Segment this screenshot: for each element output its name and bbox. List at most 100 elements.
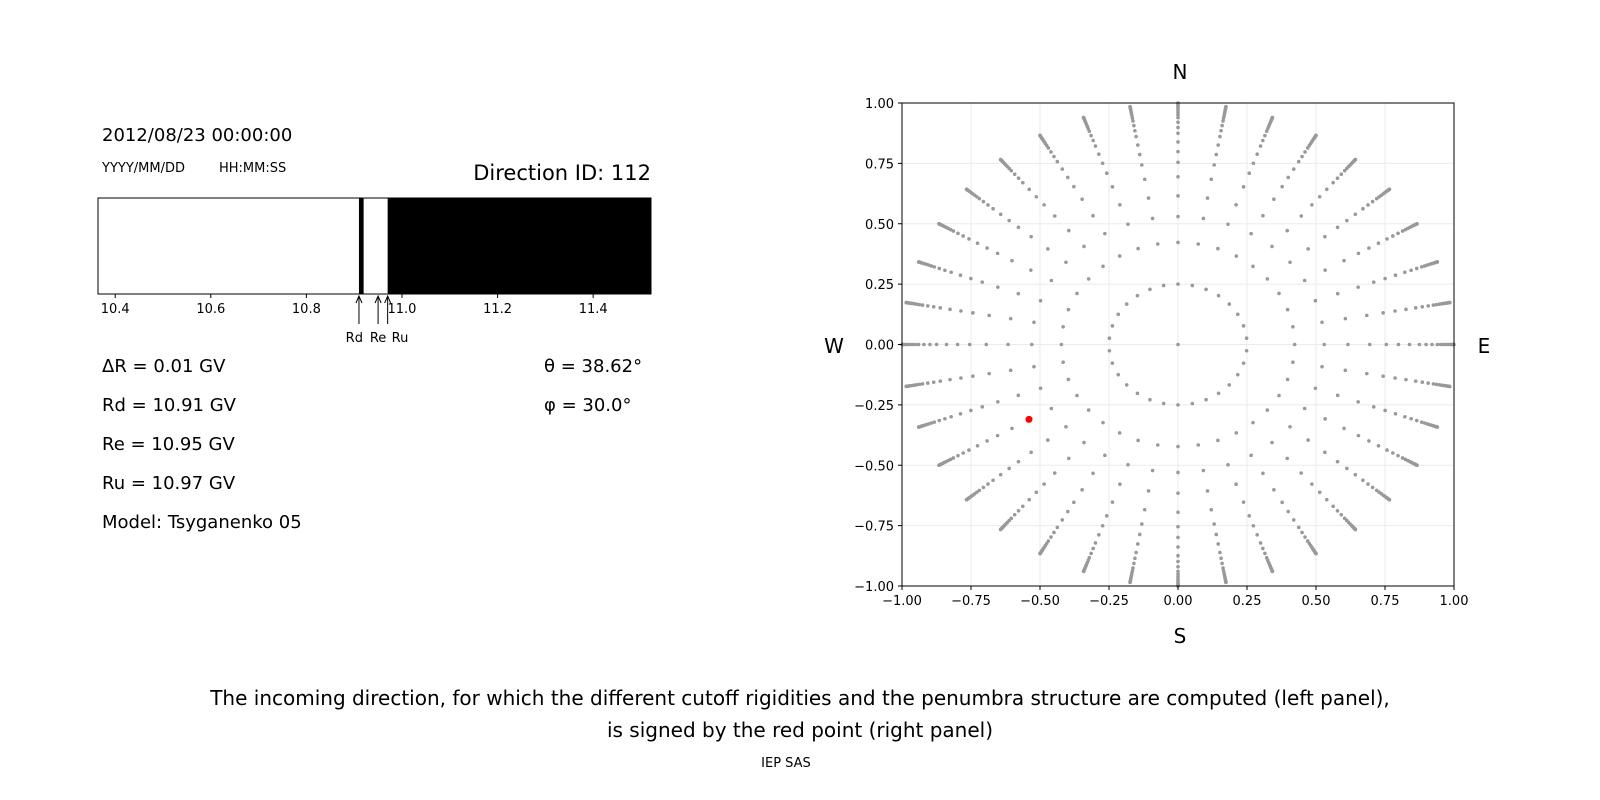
direction-point xyxy=(1117,254,1122,258)
direction-point xyxy=(1414,266,1419,271)
x-tick-label: −1.00 xyxy=(882,594,922,609)
direction-point xyxy=(1226,462,1230,467)
direction-point xyxy=(1353,527,1358,532)
direction-point xyxy=(1133,128,1137,133)
direction-point xyxy=(991,478,995,483)
direction-point xyxy=(1285,456,1290,461)
direction-point xyxy=(938,306,943,310)
direction-point xyxy=(1403,270,1407,275)
direction-point xyxy=(1387,497,1392,502)
direction-point xyxy=(1356,433,1361,438)
direction-point xyxy=(1216,293,1221,298)
direction-point xyxy=(1339,172,1344,177)
direction-point xyxy=(1272,487,1276,492)
direction-point xyxy=(1303,535,1307,539)
direction-point xyxy=(1124,302,1129,306)
direction-point xyxy=(1135,293,1140,298)
direction-point xyxy=(1150,468,1155,473)
direction-point xyxy=(984,342,989,347)
direction-point xyxy=(995,433,1000,438)
direction-point xyxy=(1409,416,1413,421)
direction-point xyxy=(1302,278,1307,283)
direction-point xyxy=(1251,420,1255,425)
direction-point xyxy=(1339,512,1344,517)
direction-point xyxy=(1265,408,1270,412)
direction-point xyxy=(991,206,995,211)
y-tick-label: −0.50 xyxy=(854,459,894,474)
direction-point xyxy=(928,342,932,347)
direction-point xyxy=(1176,403,1180,407)
compass-label-W: W xyxy=(824,334,844,358)
direction-point xyxy=(1146,489,1151,493)
direction-point xyxy=(1136,542,1140,546)
direction-point xyxy=(1234,202,1238,207)
direction-point xyxy=(948,307,952,312)
direction-point xyxy=(1190,283,1195,288)
direction-point xyxy=(1413,379,1418,383)
direction-point xyxy=(1249,231,1253,236)
direction-point xyxy=(1034,194,1039,199)
direction-point xyxy=(1216,143,1220,147)
direction-point xyxy=(1055,525,1060,530)
direction-point xyxy=(1413,306,1418,310)
direction-point xyxy=(937,221,941,226)
direction-point xyxy=(1296,525,1301,530)
direction-point xyxy=(1385,448,1389,452)
direction-point xyxy=(1046,438,1050,442)
x-tick-label: 0.75 xyxy=(1371,594,1400,609)
direction-point xyxy=(987,313,991,318)
direction-point xyxy=(1241,324,1246,328)
direction-point xyxy=(920,382,925,386)
direction-point xyxy=(1258,541,1263,545)
direction-point xyxy=(1314,551,1318,556)
direction-point xyxy=(1065,509,1070,514)
direction-point xyxy=(1417,342,1422,347)
direction-point xyxy=(949,414,953,419)
direction-point xyxy=(1093,541,1098,545)
direction-point xyxy=(1135,391,1140,396)
direction-point xyxy=(987,371,991,376)
direction-point xyxy=(1038,386,1043,391)
direction-point xyxy=(1391,451,1395,455)
direction-point xyxy=(1134,134,1138,139)
direction-point xyxy=(986,203,990,207)
direction-point xyxy=(1431,303,1436,307)
direction-point xyxy=(1265,277,1270,281)
direction-point xyxy=(1227,302,1232,306)
direction-point xyxy=(1235,372,1240,377)
direction-point xyxy=(1227,383,1232,387)
direction-point xyxy=(1322,342,1327,347)
direction-point xyxy=(920,303,925,307)
direction-point xyxy=(1323,450,1327,455)
direction-point xyxy=(1342,258,1346,263)
direction-point xyxy=(1317,490,1322,495)
direction-point xyxy=(1426,381,1430,385)
selected-direction-point xyxy=(1025,415,1033,423)
x-tick-label: 10.6 xyxy=(196,302,225,317)
direction-point xyxy=(1419,265,1424,269)
direction-point xyxy=(931,305,936,309)
x-tick-label: −0.75 xyxy=(951,594,991,609)
direction-point xyxy=(1285,228,1290,233)
direction-point xyxy=(1161,283,1166,288)
theta-value: θ = 38.62° xyxy=(544,356,643,377)
direction-point xyxy=(1075,393,1079,398)
direction-point xyxy=(1176,510,1180,515)
direction-point xyxy=(1176,572,1180,576)
direction-point xyxy=(1124,383,1129,387)
direction-point xyxy=(934,342,939,347)
direction-point xyxy=(1234,482,1238,487)
direction-point xyxy=(1214,152,1219,157)
direction-point xyxy=(1361,478,1365,483)
direction-point xyxy=(1415,221,1419,226)
direction-point xyxy=(948,377,952,382)
direction-point xyxy=(1176,545,1180,549)
direction-point xyxy=(1214,532,1219,537)
direction-point xyxy=(1089,551,1093,556)
direction-point xyxy=(1029,268,1033,272)
direction-point xyxy=(1128,104,1132,109)
direction-point xyxy=(980,405,985,409)
direction-point xyxy=(1176,565,1180,569)
direction-point xyxy=(967,237,971,241)
direction-point xyxy=(1176,115,1180,120)
